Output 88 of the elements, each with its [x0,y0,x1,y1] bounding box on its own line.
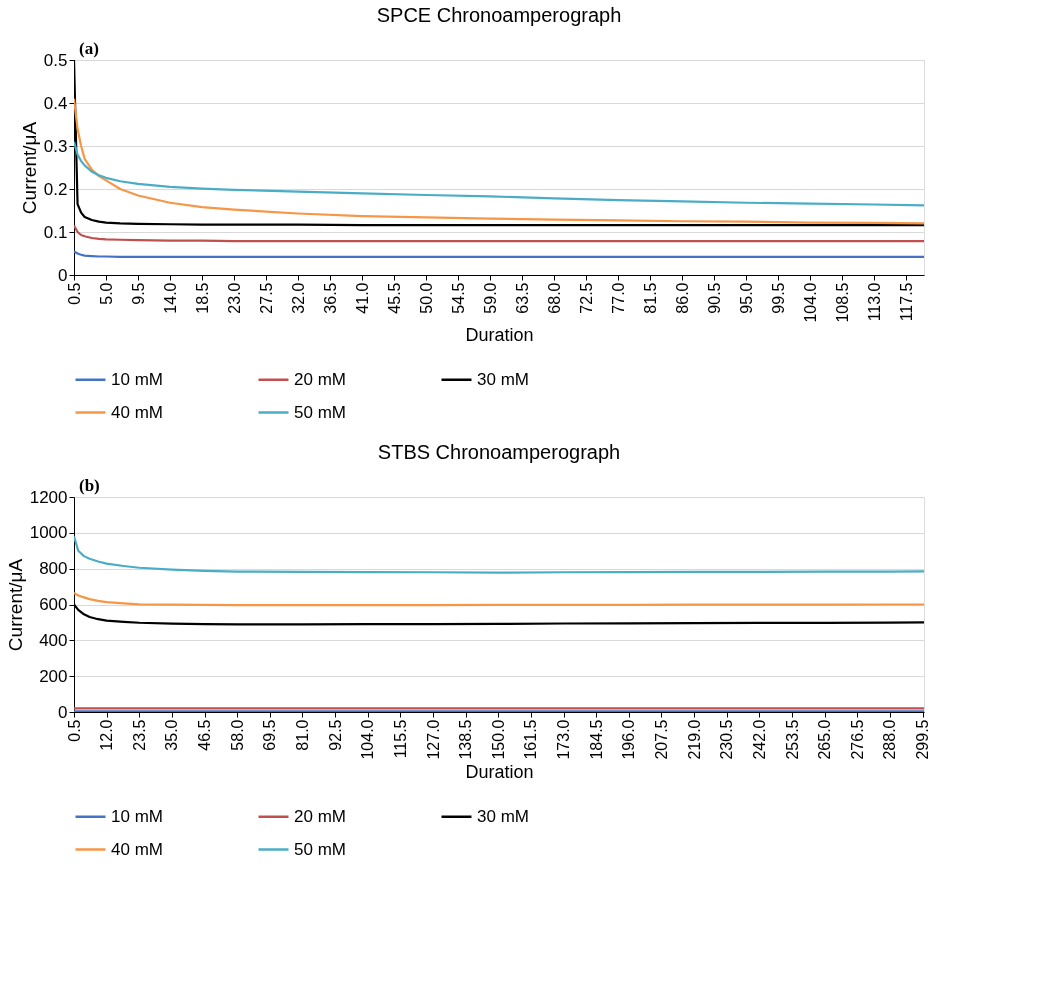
x-tick-label: 23.5 [130,719,148,751]
y-axis-title: Current/μA [18,121,40,215]
x-tick-label: 173.0 [555,719,573,760]
y-axis-title: Current/μA [4,558,26,652]
x-tick-label: 58.0 [228,719,246,751]
chart-title: STBS Chronoamperograph [377,441,621,463]
x-tick-label: 23.0 [225,282,243,314]
legend-label: 30 mM [477,806,529,826]
x-tick-label: 41.0 [353,282,371,314]
y-tick-label: 0 [58,702,68,722]
y-tick-label: 0.5 [43,50,68,70]
y-tick-label: 1000 [29,523,68,543]
x-tick-label: 127.0 [424,719,442,760]
y-tick-label: 800 [39,559,68,579]
x-tick-label: 99.5 [769,282,787,314]
x-tick-label: 104.0 [801,282,819,323]
y-tick-label: 600 [39,595,68,614]
x-tick-label: 276.5 [848,719,866,760]
y-tick-label: 0.4 [43,93,68,113]
x-tick-label: 5.0 [97,282,115,305]
x-tick-label: 32.0 [289,282,307,314]
text: (b) [79,476,100,495]
x-tick-label: 81.5 [641,282,659,314]
x-tick-label: 138.5 [457,719,475,760]
x-tick-label: 35.0 [163,719,181,751]
x-tick-label: 54.5 [449,282,467,314]
x-tick-label: 288.0 [881,719,899,760]
y-tick-label: 1200 [29,487,68,507]
x-tick-label: 196.0 [620,719,638,760]
x-tick-label: 81.0 [293,719,311,751]
legend-label: 20 mM [294,806,346,826]
legend-label: 40 mM [111,839,163,859]
x-tick-label: 50.0 [417,282,435,314]
x-tick-label: 207.5 [652,719,670,760]
x-tick-label: 68.0 [545,282,563,314]
legend-label: 40 mM [111,402,163,422]
legend-label: 50 mM [294,402,346,422]
x-tick-label: 63.5 [513,282,531,314]
line-series [74,535,924,574]
x-tick-label: 77.0 [609,282,627,314]
y-tick-label: 0 [58,265,68,285]
x-tick-label: 104.0 [359,719,377,760]
y-tick-label: 0.2 [43,179,68,199]
x-tick-label: 161.5 [522,719,540,760]
x-tick-label: 184.5 [587,719,605,760]
legend-label: 30 mM [477,369,529,389]
x-tick-label: 72.5 [577,282,595,314]
x-tick-label: 14.0 [161,282,179,314]
x-tick-label: 45.5 [385,282,403,314]
x-tick-label: 36.5 [321,282,339,314]
chart-title: SPCE Chronoamperograph [376,4,622,26]
x-tick-label: 117.5 [897,282,915,322]
x-tick-label: 219.0 [685,719,703,760]
text: (a) [79,39,99,58]
line-series [74,224,924,243]
x-tick-label: 253.5 [783,719,801,760]
x-tick-label: 86.0 [673,282,691,314]
x-tick-label: 265.0 [816,719,834,760]
line-series [74,140,924,207]
x-tick-label: 9.5 [129,282,147,305]
legend-label: 20 mM [294,369,346,389]
legend-label: 10 mM [111,369,163,389]
y-tick-label: 200 [39,666,68,686]
y-tick-label: 400 [39,630,68,650]
x-tick-label: 59.0 [481,282,499,314]
x-tick-label: 12.0 [98,719,116,751]
x-tick-label: 230.5 [718,719,736,760]
x-tick-label: 92.5 [326,719,344,751]
x-tick-label: 115.5 [391,719,409,759]
x-tick-label: 18.5 [193,282,211,314]
x-tick-label: 113.0 [865,282,883,322]
x-tick-label: 27.5 [257,282,275,314]
line-series [74,97,924,225]
x-axis-title: Duration [465,761,534,782]
x-tick-label: 90.5 [705,282,723,314]
line-series [74,591,924,607]
y-tick-label: 0.1 [43,222,68,242]
x-tick-label: 150.0 [489,719,507,760]
x-tick-label: 95.0 [737,282,755,314]
legend-label: 10 mM [111,806,163,826]
legend-label: 50 mM [294,839,346,859]
x-axis-title: Duration [465,324,534,345]
x-tick-label: 299.5 [914,719,932,760]
x-tick-label: 242.0 [750,719,768,760]
x-tick-label: 69.5 [261,719,279,751]
y-tick-label: 0.3 [43,136,68,156]
x-tick-label: 46.5 [196,719,214,751]
x-tick-label: 108.5 [833,282,851,323]
